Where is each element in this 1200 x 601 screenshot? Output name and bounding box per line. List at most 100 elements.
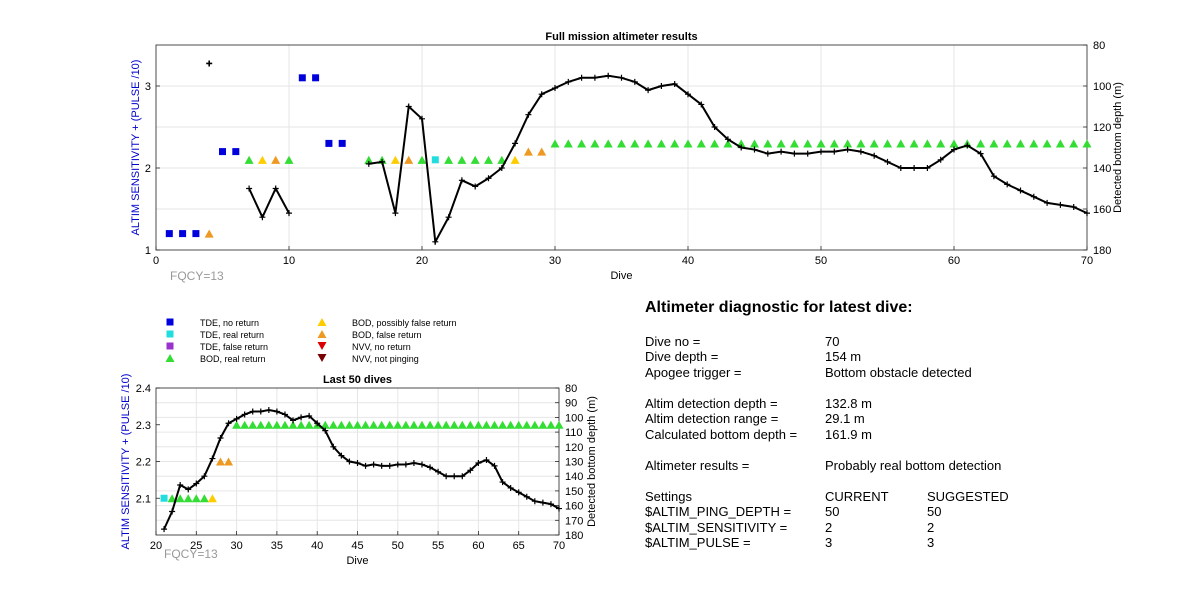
x-tick-label: 70 [553, 540, 565, 552]
setting-current: 50 [825, 504, 840, 519]
depth-point [565, 78, 572, 85]
data-marker [936, 139, 946, 148]
y2-axis-label: Detected bottom depth (m) [1112, 82, 1124, 213]
diag-value: 70 [825, 333, 840, 349]
depth-point [483, 457, 490, 464]
data-marker [523, 147, 533, 156]
data-marker [1042, 139, 1052, 148]
data-marker [256, 420, 266, 429]
data-marker [829, 139, 839, 148]
depth-point [1017, 187, 1024, 194]
data-marker [989, 139, 999, 148]
depth-point [605, 72, 612, 79]
diag-label: Altim detection depth = [645, 395, 778, 411]
depth-point [964, 142, 971, 149]
data-marker [219, 148, 226, 156]
depth-point [246, 185, 253, 192]
depth-point [738, 144, 745, 151]
data-marker [280, 420, 290, 429]
data-marker [643, 139, 653, 148]
data-marker [207, 494, 217, 503]
depth-point [884, 158, 891, 165]
x-tick-label: 70 [1081, 255, 1093, 267]
legend-marker [317, 341, 327, 351]
data-marker [470, 155, 480, 164]
data-marker [1029, 139, 1039, 148]
data-marker [377, 420, 387, 429]
depth-point [818, 148, 824, 155]
data-marker [457, 420, 467, 429]
depth-point [402, 461, 409, 468]
data-marker [199, 494, 209, 503]
y-tick-label: 2 [145, 163, 151, 175]
y2-tick-label: 180 [1093, 245, 1111, 257]
data-marker [441, 420, 451, 429]
x-tick-label: 55 [432, 540, 444, 552]
diag-value: 132.8 m [825, 395, 872, 411]
legend-label: TDE, real return [200, 330, 264, 340]
data-marker [444, 155, 454, 164]
x-tick-label: 45 [351, 540, 363, 552]
depth-point [298, 414, 305, 421]
setting-label: $ALTIM_PING_DEPTH = [645, 504, 792, 519]
depth-point [698, 101, 705, 108]
data-marker [271, 155, 281, 164]
diagnostic-panel: Altimeter diagnostic for latest dive: Di… [645, 300, 1165, 551]
data-marker [393, 420, 403, 429]
depth-point [924, 165, 931, 171]
legend-marker [317, 353, 327, 363]
depth-point [432, 238, 439, 245]
y2-tick-label: 100 [1093, 81, 1111, 93]
depth-point [1030, 193, 1037, 200]
depth-point [531, 498, 538, 505]
depth-point [937, 156, 944, 163]
data-marker [183, 494, 193, 503]
legend-label: BOD, possibly false return [352, 318, 457, 328]
diag-label: Altimeter results = [645, 457, 750, 473]
x-tick-label: 30 [549, 255, 561, 267]
depth-point [552, 85, 558, 92]
depth-point [764, 150, 771, 157]
data-marker [288, 420, 298, 429]
depth-point [451, 473, 458, 480]
depth-point [338, 452, 345, 459]
depth-point [272, 185, 279, 192]
depth-point [685, 91, 691, 98]
data-marker [344, 420, 354, 429]
data-marker [353, 420, 362, 429]
y2-tick-label: 80 [565, 383, 577, 395]
data-marker [522, 420, 532, 429]
x-tick-label: 20 [150, 540, 162, 552]
depth-point [547, 501, 554, 508]
depth-point [618, 74, 625, 81]
depth-point [259, 214, 266, 221]
fqcy-annotation: FQCY=13 [170, 269, 224, 283]
depth-point [990, 173, 997, 180]
diag-value: 29.1 m [825, 411, 865, 426]
data-marker [160, 494, 168, 502]
depth-point [897, 165, 904, 171]
depth-point [306, 412, 313, 419]
x-tick-label: 35 [271, 540, 283, 552]
diag-row-dive-no: Dive no = 70 [645, 334, 1165, 350]
y2-tick-label: 160 [565, 501, 583, 513]
data-marker [191, 494, 201, 503]
legend-label: NVV, not pinging [352, 354, 419, 364]
diag-row-apogee-trigger: Apogee trigger = Bottom obstacle detecte… [645, 365, 1165, 381]
data-marker [656, 139, 666, 148]
y2-tick-label: 130 [565, 457, 583, 469]
x-tick-label: 25 [190, 540, 202, 552]
data-marker [696, 139, 706, 148]
x-axis-label: Dive [346, 555, 368, 567]
y2-axis-label: Detected bottom depth (m) [586, 396, 598, 527]
depth-point [161, 526, 168, 533]
depth-point [346, 458, 353, 465]
depth-point [951, 146, 957, 153]
depth-point [459, 473, 466, 480]
x-axis-label: Dive [610, 270, 632, 282]
data-marker [192, 230, 200, 238]
depth-point [475, 459, 482, 466]
depth-point [427, 464, 434, 471]
setting-suggested: 50 [927, 504, 942, 519]
legend-marker [166, 330, 174, 338]
